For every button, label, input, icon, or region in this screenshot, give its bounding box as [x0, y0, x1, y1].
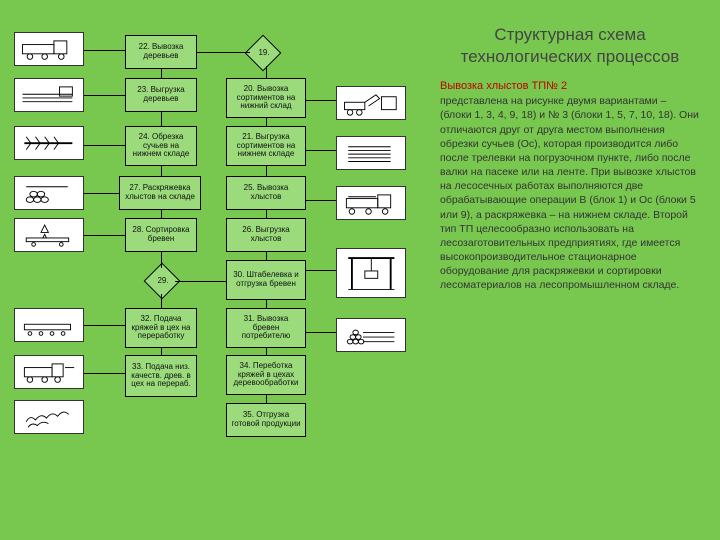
right-text-panel: Структурная схема технологических процес…: [440, 24, 700, 293]
node-26: 26. Выгрузка хлыстов: [226, 218, 306, 252]
connector: [161, 69, 162, 78]
node-34: 34. Переботка кряжей в цехах деревообраб…: [226, 355, 306, 395]
truck-icon: [14, 32, 84, 66]
page-body: представлена на рисунке двумя вариантами…: [440, 94, 700, 292]
connector: [161, 252, 162, 268]
node-28: 28. Сортировка бревен: [125, 218, 197, 252]
connector: [161, 166, 162, 176]
sort-icon: [14, 218, 84, 252]
node-30: 30. Штабелевка и отгрузка бревен: [226, 260, 306, 300]
connector: [84, 145, 125, 146]
connector: [161, 294, 162, 308]
node-35: 35. Отгрузка готовой продукции: [226, 403, 306, 437]
connector: [197, 52, 250, 53]
node-32: 32. Подача кряжей в цех на переработку: [125, 308, 197, 348]
logs-icon: [14, 176, 84, 210]
bundle-icon: [336, 318, 406, 352]
connector: [84, 95, 125, 96]
connector: [266, 252, 267, 260]
node-33: 33. Подача низ. качеств. древ. в цех на …: [125, 355, 197, 397]
connector: [306, 150, 336, 151]
connector: [161, 210, 162, 218]
connector: [266, 300, 267, 308]
exhaust-icon: [14, 400, 84, 434]
unload-icon: [14, 78, 84, 112]
connector: [266, 348, 267, 355]
transport-icon: [14, 355, 84, 389]
connector: [306, 270, 336, 271]
connector: [84, 373, 125, 374]
crane-icon: [336, 248, 406, 298]
connector: [84, 235, 125, 236]
node-22: 22. Вывозка деревьев: [125, 35, 197, 69]
connector: [84, 193, 119, 194]
connector: [306, 200, 336, 201]
node-25: 25. Вывозка хлыстов: [226, 176, 306, 210]
connector: [84, 325, 125, 326]
convey-icon: [14, 308, 84, 342]
stack-icon: [336, 136, 406, 170]
page-title: Структурная схема технологических процес…: [440, 24, 700, 68]
node-31: 31. Вывозка бревен потребителю: [226, 308, 306, 348]
node-21: 21. Выгрузка сортиментов на нижнем склад…: [226, 126, 306, 166]
page-subtitle: Вывозка хлыстов ТП№ 2: [440, 80, 700, 92]
node-24: 24. Обрезка сучьев на нижнем складе: [125, 126, 197, 166]
connector: [266, 166, 267, 176]
node-20: 20. Вывозка сортиментов на нижний склад: [226, 78, 306, 118]
node-23: 23. Выгрузка деревьев: [125, 78, 197, 112]
node-19-label: 19.: [244, 48, 284, 57]
connector: [306, 100, 336, 101]
loader-icon: [336, 86, 406, 120]
node-27: 27. Раскряжевка хлыстов на складе: [119, 176, 201, 210]
branch-icon: [14, 126, 84, 160]
connector: [266, 395, 267, 403]
connector: [161, 348, 162, 355]
connector: [266, 66, 267, 78]
truck2-icon: [336, 186, 406, 220]
connector: [84, 50, 125, 51]
connector: [161, 112, 162, 126]
flowchart-area: 22. Вывозка деревьев 19. 23. Выгрузка де…: [0, 0, 440, 540]
node-29-label: 29.: [143, 276, 183, 285]
connector: [266, 118, 267, 126]
connector: [266, 210, 267, 218]
connector: [306, 332, 336, 333]
